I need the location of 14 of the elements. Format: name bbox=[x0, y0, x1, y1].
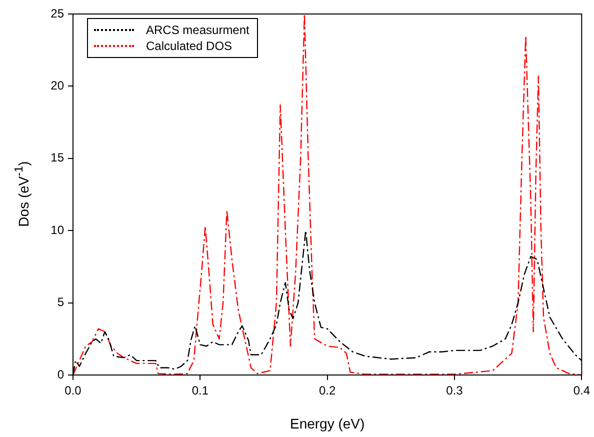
x-tick-label: 0.3 bbox=[446, 384, 464, 398]
y-tick-label: 20 bbox=[50, 78, 64, 93]
y-tick-label: 15 bbox=[50, 150, 64, 165]
y-tick-label: 25 bbox=[50, 6, 64, 20]
y-tick-label: 0 bbox=[57, 367, 64, 382]
x-axis-title: Energy (eV) bbox=[290, 415, 365, 432]
y-tick-label: 10 bbox=[50, 222, 64, 237]
legend-label: Calculated DOS bbox=[146, 38, 232, 54]
legend-label: ARCS measurment bbox=[146, 22, 250, 38]
y-tick-label: 5 bbox=[57, 295, 64, 310]
x-tick-label: 0.1 bbox=[192, 384, 209, 398]
x-tick-label: 0.0 bbox=[64, 384, 82, 398]
x-tick-label: 0.2 bbox=[318, 384, 336, 398]
x-tick-label: 0.4 bbox=[573, 384, 590, 398]
